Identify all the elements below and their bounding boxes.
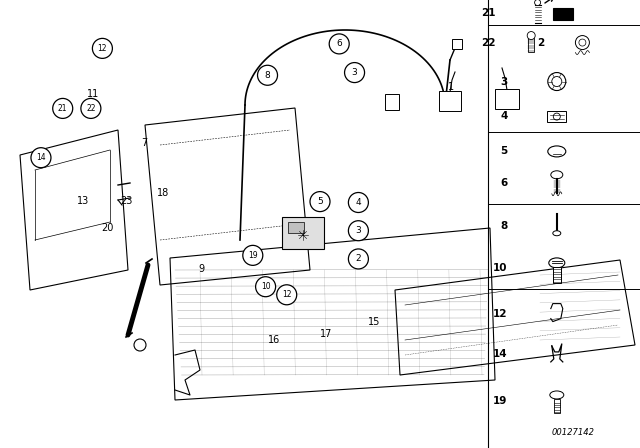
Text: 19: 19: [248, 251, 258, 260]
FancyBboxPatch shape: [439, 91, 461, 111]
Text: 6: 6: [337, 39, 342, 48]
Text: 18: 18: [157, 188, 170, 198]
Text: 14: 14: [36, 153, 46, 162]
Circle shape: [575, 35, 589, 50]
FancyArrowPatch shape: [545, 0, 554, 3]
Text: 22: 22: [86, 104, 95, 113]
Text: 21: 21: [58, 104, 67, 113]
Text: 4: 4: [356, 198, 361, 207]
Text: 15: 15: [368, 317, 381, 327]
Text: 5: 5: [317, 197, 323, 206]
Text: 5: 5: [500, 146, 508, 156]
FancyBboxPatch shape: [282, 217, 324, 249]
Circle shape: [348, 221, 369, 241]
Ellipse shape: [550, 391, 564, 399]
Text: 3: 3: [352, 68, 357, 77]
Text: 9: 9: [198, 264, 205, 274]
Text: 23: 23: [120, 196, 132, 206]
Text: 10: 10: [260, 282, 271, 291]
FancyBboxPatch shape: [528, 38, 534, 52]
FancyBboxPatch shape: [452, 39, 462, 49]
Circle shape: [554, 113, 560, 120]
Text: 20: 20: [101, 224, 114, 233]
Circle shape: [344, 63, 365, 82]
Circle shape: [92, 39, 113, 58]
Text: 4: 4: [500, 111, 508, 121]
Circle shape: [257, 65, 278, 85]
Circle shape: [579, 39, 586, 46]
Text: 22: 22: [481, 38, 496, 47]
Text: 8: 8: [265, 71, 270, 80]
Text: 10: 10: [493, 263, 508, 273]
Text: 19: 19: [493, 396, 508, 406]
Ellipse shape: [553, 231, 561, 236]
FancyBboxPatch shape: [553, 267, 561, 283]
Circle shape: [534, 0, 541, 5]
Circle shape: [348, 249, 369, 269]
Circle shape: [527, 31, 535, 39]
Circle shape: [243, 246, 263, 265]
Text: 3: 3: [356, 226, 361, 235]
FancyBboxPatch shape: [547, 111, 566, 122]
Text: 8: 8: [500, 221, 508, 231]
Circle shape: [548, 73, 566, 90]
Ellipse shape: [548, 146, 566, 157]
Text: 12: 12: [282, 290, 291, 299]
FancyBboxPatch shape: [287, 223, 303, 233]
Text: 13: 13: [77, 196, 90, 206]
FancyBboxPatch shape: [554, 399, 560, 413]
Circle shape: [134, 339, 146, 351]
Circle shape: [310, 192, 330, 211]
FancyBboxPatch shape: [495, 89, 519, 109]
Text: 12: 12: [98, 44, 107, 53]
Circle shape: [552, 77, 562, 86]
FancyBboxPatch shape: [385, 94, 399, 110]
Circle shape: [52, 99, 73, 118]
Text: 12: 12: [493, 309, 508, 319]
FancyBboxPatch shape: [552, 8, 573, 20]
Text: 2: 2: [356, 254, 361, 263]
Text: 2: 2: [537, 38, 544, 47]
Text: 17: 17: [320, 329, 333, 339]
Text: 3: 3: [500, 77, 508, 86]
Text: 00127142: 00127142: [551, 428, 595, 437]
Circle shape: [255, 277, 276, 297]
Text: 16: 16: [268, 336, 280, 345]
Circle shape: [348, 193, 369, 212]
Ellipse shape: [548, 258, 564, 268]
Circle shape: [276, 285, 297, 305]
Text: 7: 7: [141, 138, 147, 148]
Text: 1: 1: [448, 82, 454, 92]
Circle shape: [329, 34, 349, 54]
Text: 14: 14: [493, 349, 508, 359]
Circle shape: [81, 99, 101, 118]
Text: 6: 6: [500, 178, 508, 188]
Circle shape: [31, 148, 51, 168]
Text: 11: 11: [86, 89, 99, 99]
Ellipse shape: [551, 171, 563, 179]
Text: 21: 21: [481, 8, 496, 17]
